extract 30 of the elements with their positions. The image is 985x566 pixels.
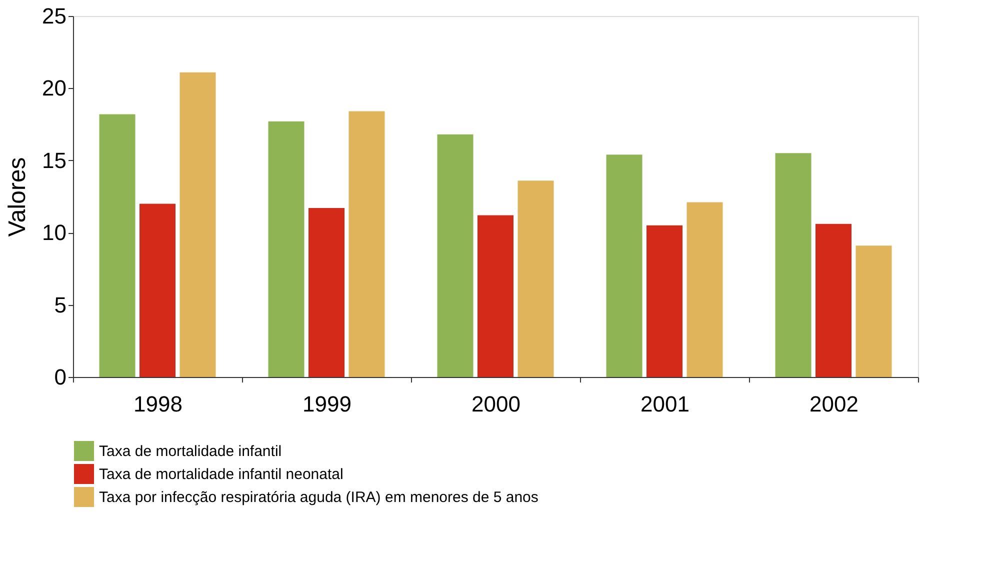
y-tick-label: 10 xyxy=(42,220,66,246)
x-tick-label: 2002 xyxy=(810,392,858,416)
bar xyxy=(686,202,723,377)
x-tick-label: 2001 xyxy=(640,392,690,416)
bar xyxy=(856,246,892,377)
bar xyxy=(99,114,136,377)
bar xyxy=(816,224,852,377)
bar xyxy=(268,121,304,377)
x-tick-label: 2000 xyxy=(472,392,520,416)
bar xyxy=(348,111,385,377)
y-tick-label: 20 xyxy=(42,76,66,101)
y-tick-label: 25 xyxy=(42,4,66,28)
bar xyxy=(646,225,682,377)
x-tick-label: 1999 xyxy=(302,392,352,416)
bar xyxy=(308,208,344,377)
legend-label: Taxa de mortalidade infantil xyxy=(99,443,282,460)
bar xyxy=(437,134,474,377)
bar xyxy=(518,180,554,377)
x-tick-label: 1998 xyxy=(134,392,182,416)
y-axis-title: Valores xyxy=(4,157,32,237)
y-tick-label: 0 xyxy=(54,364,66,390)
legend-label: Taxa de mortalidade infantil neonatal xyxy=(99,466,344,483)
y-tick-label: 5 xyxy=(54,292,66,318)
bar xyxy=(180,72,216,377)
legend-label: Taxa por infecção respiratória aguda (IRA) em menores de 5 anos xyxy=(99,489,538,506)
bar xyxy=(606,154,642,377)
bar xyxy=(140,204,176,377)
bar xyxy=(775,153,812,377)
y-tick-label: 15 xyxy=(42,148,66,173)
bar xyxy=(478,215,514,377)
